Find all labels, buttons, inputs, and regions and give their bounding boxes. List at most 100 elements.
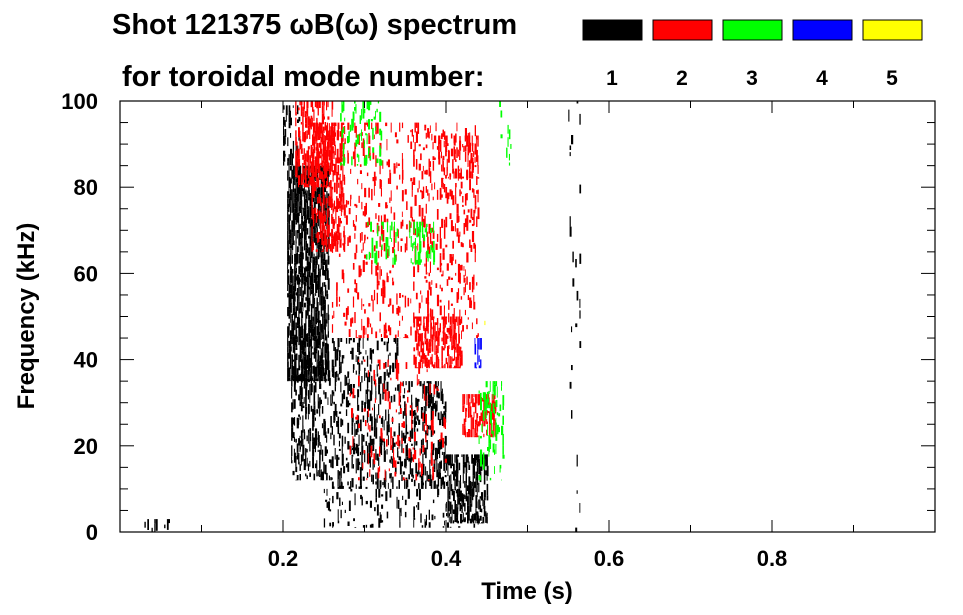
spectral-point <box>321 471 324 481</box>
spectral-point <box>358 136 360 143</box>
spectral-point <box>313 304 315 317</box>
spectral-point <box>383 280 386 287</box>
spectral-point <box>358 423 361 429</box>
spectral-point <box>447 362 448 369</box>
spectral-point <box>431 340 434 352</box>
spectral-point <box>437 412 440 421</box>
spectral-point <box>477 421 480 427</box>
spectral-point <box>465 483 467 493</box>
spectral-point <box>458 325 460 334</box>
spectral-point <box>463 398 466 405</box>
spectral-point <box>295 306 297 318</box>
spectral-point <box>412 474 414 479</box>
spectral-point <box>302 350 304 356</box>
spectral-point <box>427 403 430 409</box>
spectral-point <box>376 283 379 290</box>
spectral-point <box>309 319 312 329</box>
spectral-point <box>324 431 327 438</box>
spectral-point <box>310 371 312 378</box>
spectral-point <box>448 276 451 280</box>
spectral-point <box>317 249 320 260</box>
spectral-point <box>332 242 335 249</box>
spectral-point <box>494 436 497 438</box>
spectral-point <box>420 316 422 326</box>
spectral-point <box>430 406 433 411</box>
spectral-point <box>351 408 354 418</box>
spectral-point <box>315 263 317 269</box>
spectral-point <box>405 413 407 425</box>
spectral-point <box>401 294 404 298</box>
spectral-point <box>424 521 427 528</box>
spectral-point <box>310 392 312 396</box>
spectral-point <box>406 449 408 457</box>
spectral-point <box>310 101 313 108</box>
spectral-point <box>295 136 297 146</box>
spectral-point <box>347 122 350 130</box>
spectral-point <box>459 346 462 350</box>
spectral-point <box>320 263 322 270</box>
spectral-point <box>327 344 329 352</box>
spectral-point <box>437 392 440 399</box>
spectral-point <box>375 418 377 428</box>
spectral-point <box>419 359 422 369</box>
spectral-point <box>310 348 312 353</box>
spectral-point <box>433 157 436 160</box>
spectral-point <box>469 406 472 418</box>
spectral-point <box>324 451 327 456</box>
spectral-point <box>501 425 504 436</box>
spectral-point <box>474 513 476 521</box>
spectral-point <box>291 445 293 457</box>
y-tick-label: 20 <box>74 434 98 459</box>
spectral-point <box>320 292 322 296</box>
spectral-point <box>313 335 316 342</box>
spectral-point <box>449 173 452 177</box>
spectral-point <box>365 394 367 404</box>
spectral-point <box>323 253 326 262</box>
spectral-point <box>457 234 460 243</box>
spectral-point <box>291 255 293 264</box>
spectral-point <box>338 215 340 220</box>
spectral-point <box>378 404 380 416</box>
spectral-point <box>323 184 326 193</box>
spectral-point <box>404 499 407 503</box>
spectral-point <box>319 143 322 152</box>
spectral-point <box>398 456 401 461</box>
spectral-point <box>325 223 328 226</box>
spectral-point <box>390 478 392 483</box>
spectral-point <box>299 449 301 452</box>
spectral-point <box>423 359 425 364</box>
spectral-point <box>419 351 421 357</box>
spectral-point <box>313 265 315 269</box>
spectral-point <box>389 172 392 184</box>
spectral-point <box>347 382 349 395</box>
spectral-point <box>455 454 458 466</box>
spectral-point <box>344 436 346 444</box>
spectral-point <box>289 248 291 253</box>
spectral-point <box>341 129 343 139</box>
spectral-point <box>439 187 442 200</box>
spectral-point <box>375 262 378 265</box>
spectral-point <box>339 158 342 164</box>
spectral-point <box>426 316 429 328</box>
spectral-point <box>387 338 389 344</box>
spectral-point <box>324 210 326 215</box>
spectral-point <box>301 238 303 247</box>
spectral-point <box>312 377 314 381</box>
spectral-point <box>429 383 431 395</box>
spectral-point <box>441 263 443 266</box>
spectral-point <box>396 293 398 305</box>
spectral-point <box>387 391 390 402</box>
spectral-point <box>427 391 430 401</box>
spectral-point <box>450 133 453 139</box>
spectral-point <box>481 423 483 432</box>
spectral-point <box>453 490 455 502</box>
spectral-point <box>432 425 434 436</box>
spectral-point <box>406 456 409 461</box>
spectral-point <box>376 414 378 423</box>
spectral-point <box>433 460 435 464</box>
spectral-point <box>471 223 474 227</box>
spectral-point <box>329 522 332 527</box>
spectral-point <box>331 189 333 199</box>
spectral-point <box>298 308 301 314</box>
spectral-point <box>345 307 348 320</box>
